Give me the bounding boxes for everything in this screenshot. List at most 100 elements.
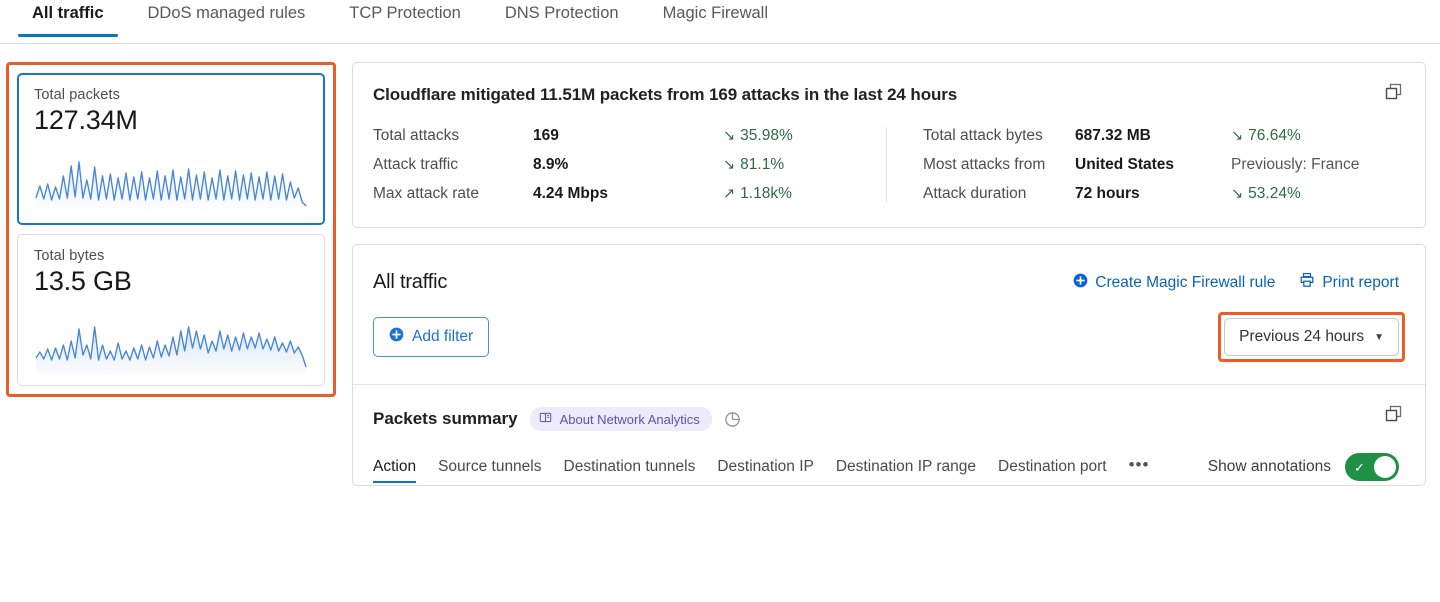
show-annotations-toggle[interactable]: ✓ bbox=[1345, 453, 1399, 481]
page-body: Total packets 127.34M Total bytes 13.5 G… bbox=[0, 44, 1440, 486]
stat-delta-value: 53.24% bbox=[1248, 185, 1301, 202]
traffic-panel-header: All traffic Create Magic Firewall rule bbox=[353, 245, 1425, 294]
subtab-destination-tunnels[interactable]: Destination tunnels bbox=[564, 458, 696, 483]
stat-name: Total attack bytes bbox=[923, 127, 1043, 144]
stat-delta-value: 76.64% bbox=[1248, 127, 1301, 144]
plus-circle-icon bbox=[389, 327, 404, 347]
tab-label: DNS Protection bbox=[504, 4, 619, 22]
chevron-down-icon: ▼ bbox=[1374, 331, 1384, 343]
tab-tcp-protection[interactable]: TCP Protection bbox=[327, 0, 483, 37]
trend-down-icon: ↘ bbox=[1231, 128, 1244, 144]
metric-card-total-packets[interactable]: Total packets 127.34M bbox=[17, 73, 325, 225]
filter-row: Add filter Previous 24 hours ▼ bbox=[353, 294, 1425, 384]
stat-attack-duration: Attack duration 72 hours ↘ 53.24% bbox=[923, 185, 1399, 203]
stat-value: 687.32 MB bbox=[1075, 127, 1151, 144]
metric-card-label: Total packets bbox=[34, 87, 120, 103]
metric-card-label: Total bytes bbox=[34, 248, 105, 264]
tab-magic-firewall[interactable]: Magic Firewall bbox=[641, 0, 790, 37]
stats-column-left: Total attacks 169 ↘ 35.98% Attack traffic… bbox=[373, 127, 886, 203]
panel-header-actions: Create Magic Firewall rule Print report bbox=[1073, 272, 1399, 293]
metric-card-value: 13.5 GB bbox=[34, 266, 132, 296]
metric-card-value: 127.34M bbox=[34, 105, 138, 135]
dimension-subtabs: Action Source tunnels Destination tunnel… bbox=[373, 455, 1149, 483]
show-annotations-control: Show annotations ✓ bbox=[1208, 453, 1399, 485]
badge-label: About Network Analytics bbox=[559, 411, 700, 427]
tab-ddos-managed-rules[interactable]: DDoS managed rules bbox=[126, 0, 328, 37]
subtab-label: Destination IP range bbox=[835, 458, 977, 475]
add-filter-button[interactable]: Add filter bbox=[373, 317, 490, 357]
duplicate-icon[interactable] bbox=[1385, 83, 1403, 101]
stat-total-attack-bytes: Total attack bytes 687.32 MB ↘ 76.64% bbox=[923, 127, 1399, 145]
subtab-destination-port[interactable]: Destination port bbox=[998, 458, 1107, 483]
tab-all-traffic[interactable]: All traffic bbox=[10, 0, 126, 37]
main-tab-bar: All traffic DDoS managed rules TCP Prote… bbox=[0, 0, 1440, 44]
stat-name: Attack traffic bbox=[373, 156, 458, 173]
stat-name: Most attacks from bbox=[923, 156, 1046, 173]
stat-value: 8.9% bbox=[533, 156, 569, 173]
duplicate-icon[interactable] bbox=[1385, 405, 1403, 423]
attack-summary-panel: Cloudflare mitigated 11.51M packets from… bbox=[352, 62, 1426, 228]
time-range-value: Previous 24 hours bbox=[1239, 328, 1365, 345]
tab-label: Magic Firewall bbox=[662, 4, 768, 22]
print-report-button[interactable]: Print report bbox=[1299, 272, 1399, 293]
pie-chart-icon[interactable] bbox=[724, 411, 741, 428]
trend-down-icon: ↘ bbox=[723, 128, 736, 144]
stat-delta-value: 81.1% bbox=[740, 156, 785, 173]
more-dimensions-button[interactable]: ••• bbox=[1128, 455, 1150, 474]
stat-delta: ↘ 76.64% bbox=[1231, 127, 1301, 145]
time-range-annotation-box: Previous 24 hours ▼ bbox=[1218, 312, 1405, 362]
about-network-analytics-badge[interactable]: About Network Analytics bbox=[529, 407, 712, 431]
right-column: Cloudflare mitigated 11.51M packets from… bbox=[352, 62, 1426, 486]
total-packets-sparkline bbox=[35, 161, 307, 214]
subtab-label: Action bbox=[373, 458, 417, 475]
tab-label: TCP Protection bbox=[349, 4, 461, 22]
check-icon: ✓ bbox=[1354, 459, 1365, 475]
stat-delta: ↘ 53.24% bbox=[1231, 185, 1301, 203]
stat-delta: Previously: France bbox=[1231, 156, 1360, 173]
stat-delta-value: 1.18k% bbox=[740, 185, 792, 202]
link-label: Print report bbox=[1322, 273, 1399, 291]
panel-divider bbox=[353, 384, 1425, 385]
metric-cards-annotation-box: Total packets 127.34M Total bytes 13.5 G… bbox=[6, 62, 336, 397]
subtab-label: Destination port bbox=[998, 458, 1107, 475]
total-bytes-sparkline bbox=[35, 326, 307, 375]
stat-delta: ↗ 1.18k% bbox=[723, 185, 792, 203]
create-magic-firewall-rule-button[interactable]: Create Magic Firewall rule bbox=[1073, 273, 1275, 293]
packets-summary-section: Packets summary About Network Analytics bbox=[353, 385, 1425, 485]
stats-grid: Total attacks 169 ↘ 35.98% Attack traffic… bbox=[373, 127, 1399, 203]
stat-value: 72 hours bbox=[1075, 185, 1140, 202]
stat-attack-traffic: Attack traffic 8.9% ↘ 81.1% bbox=[373, 156, 886, 174]
tab-label: DDoS managed rules bbox=[147, 4, 306, 22]
subtab-source-tunnels[interactable]: Source tunnels bbox=[438, 458, 541, 483]
trend-down-icon: ↘ bbox=[1231, 186, 1244, 202]
trend-up-icon: ↗ bbox=[723, 186, 736, 202]
section-title: Packets summary bbox=[373, 409, 518, 428]
subtab-destination-ip[interactable]: Destination IP bbox=[717, 458, 814, 483]
stat-total-attacks: Total attacks 169 ↘ 35.98% bbox=[373, 127, 886, 145]
stat-most-attacks-from: Most attacks from United States Previous… bbox=[923, 156, 1399, 174]
show-annotations-label: Show annotations bbox=[1207, 458, 1331, 475]
tab-dns-protection[interactable]: DNS Protection bbox=[483, 0, 641, 37]
stat-name: Attack duration bbox=[923, 185, 1027, 202]
add-filter-label: Add filter bbox=[412, 328, 474, 345]
subtab-action[interactable]: Action bbox=[373, 458, 417, 483]
subtab-label: Source tunnels bbox=[438, 458, 542, 475]
time-range-select[interactable]: Previous 24 hours ▼ bbox=[1224, 318, 1399, 356]
stat-delta: ↘ 35.98% bbox=[723, 127, 793, 145]
stat-value: United States bbox=[1075, 156, 1175, 173]
toggle-knob bbox=[1374, 456, 1396, 478]
panel-title: All traffic bbox=[373, 271, 448, 293]
subtab-label: Destination tunnels bbox=[563, 458, 696, 475]
metric-card-total-bytes[interactable]: Total bytes 13.5 GB bbox=[17, 234, 325, 386]
dimension-subtab-row: Action Source tunnels Destination tunnel… bbox=[373, 453, 1399, 485]
packets-summary-header: Packets summary About Network Analytics bbox=[373, 407, 1399, 431]
trend-down-icon: ↘ bbox=[723, 157, 736, 173]
stat-value: 4.24 Mbps bbox=[533, 185, 608, 202]
summary-headline: Cloudflare mitigated 11.51M packets from… bbox=[373, 85, 958, 104]
tab-label: All traffic bbox=[32, 4, 104, 22]
stat-delta: ↘ 81.1% bbox=[723, 156, 784, 174]
link-label: Create Magic Firewall rule bbox=[1095, 273, 1276, 291]
subtab-destination-ip-range[interactable]: Destination IP range bbox=[836, 458, 976, 483]
subtab-label: Destination IP bbox=[717, 458, 814, 475]
stat-delta-value: 35.98% bbox=[740, 127, 793, 144]
